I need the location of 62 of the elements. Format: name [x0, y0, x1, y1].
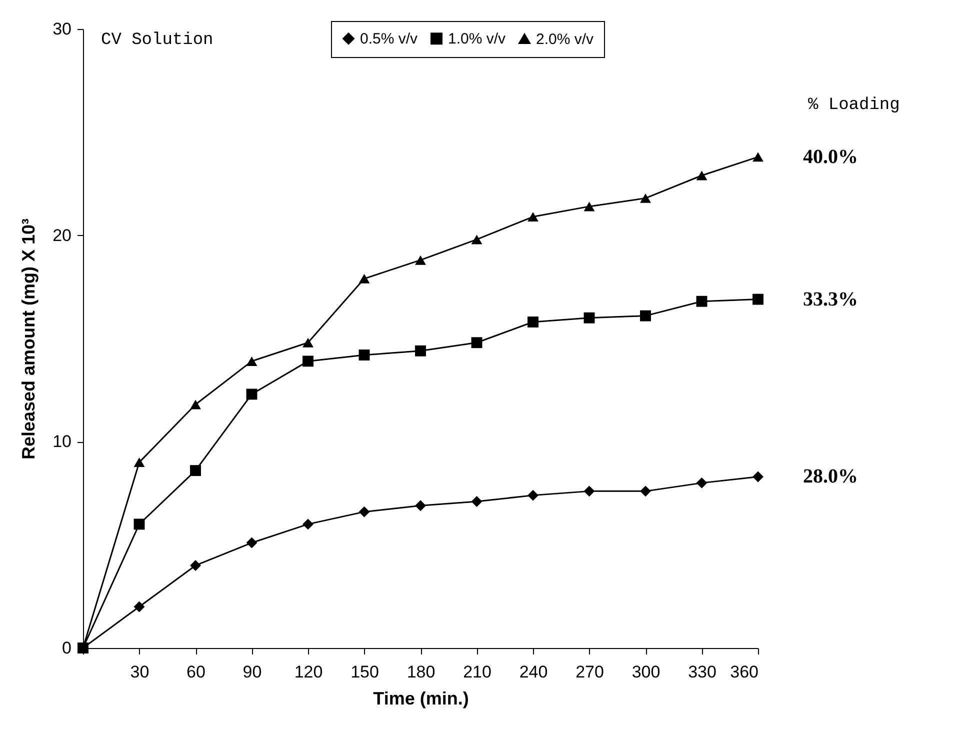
x-tick-label: 240 [519, 662, 548, 682]
point [584, 312, 595, 324]
point [302, 356, 314, 367]
text: 33.3% [803, 288, 858, 310]
point [246, 388, 258, 400]
x-tick-label: 60 [186, 662, 206, 682]
x-axis-title: Time (min.) [373, 688, 469, 708]
point [190, 560, 201, 571]
point [640, 486, 651, 497]
point [134, 518, 145, 530]
y-tick-label: 30 [52, 20, 72, 38]
point [752, 152, 764, 162]
point [528, 212, 538, 222]
point [302, 518, 314, 530]
point [752, 471, 764, 482]
point [246, 356, 258, 366]
y-tick-label: 10 [52, 432, 72, 452]
x-tick-label: 300 [632, 662, 660, 682]
x-tick-label: 330 [688, 662, 716, 682]
point [640, 193, 651, 203]
legend-label: 1.0% v/v [448, 30, 506, 48]
point [696, 296, 708, 307]
x-tick-label: 180 [406, 662, 436, 682]
point [696, 477, 708, 488]
point [471, 496, 482, 507]
text: 28.0% [803, 466, 858, 488]
y-tick-label: 0 [62, 638, 72, 658]
point [696, 170, 708, 180]
point [528, 316, 538, 328]
x-tick-label: 90 [242, 662, 262, 682]
x-tick-label: 120 [294, 662, 323, 682]
point [640, 310, 651, 322]
point [246, 537, 258, 548]
legend-label: 0.5% v/v [360, 30, 418, 48]
point [584, 202, 595, 212]
point [752, 294, 764, 305]
point [358, 506, 370, 518]
text: 40.0% [803, 146, 858, 168]
annotation: CV Solution [101, 31, 214, 50]
point [471, 234, 482, 244]
x-tick-label: 270 [576, 662, 604, 682]
point [190, 400, 201, 410]
x-tick-label: 150 [350, 662, 379, 682]
point [358, 274, 370, 284]
point [190, 465, 201, 476]
point [134, 601, 145, 612]
point [358, 350, 370, 360]
point [528, 490, 538, 501]
legend-label: 2.0% v/v [536, 30, 594, 48]
text: % Loading [808, 96, 900, 115]
y-axis-title: Released amount (mg) X 10³ [18, 218, 39, 460]
point [415, 345, 426, 356]
point [584, 486, 595, 497]
x-tick-label: 210 [463, 662, 492, 682]
point [415, 255, 426, 265]
point [471, 337, 482, 348]
x-tick-label: 360 [730, 662, 758, 682]
point [415, 500, 426, 512]
y-tick-label: 20 [52, 226, 72, 245]
point [134, 458, 145, 468]
point [302, 338, 314, 348]
x-tick-label: 30 [130, 662, 150, 682]
